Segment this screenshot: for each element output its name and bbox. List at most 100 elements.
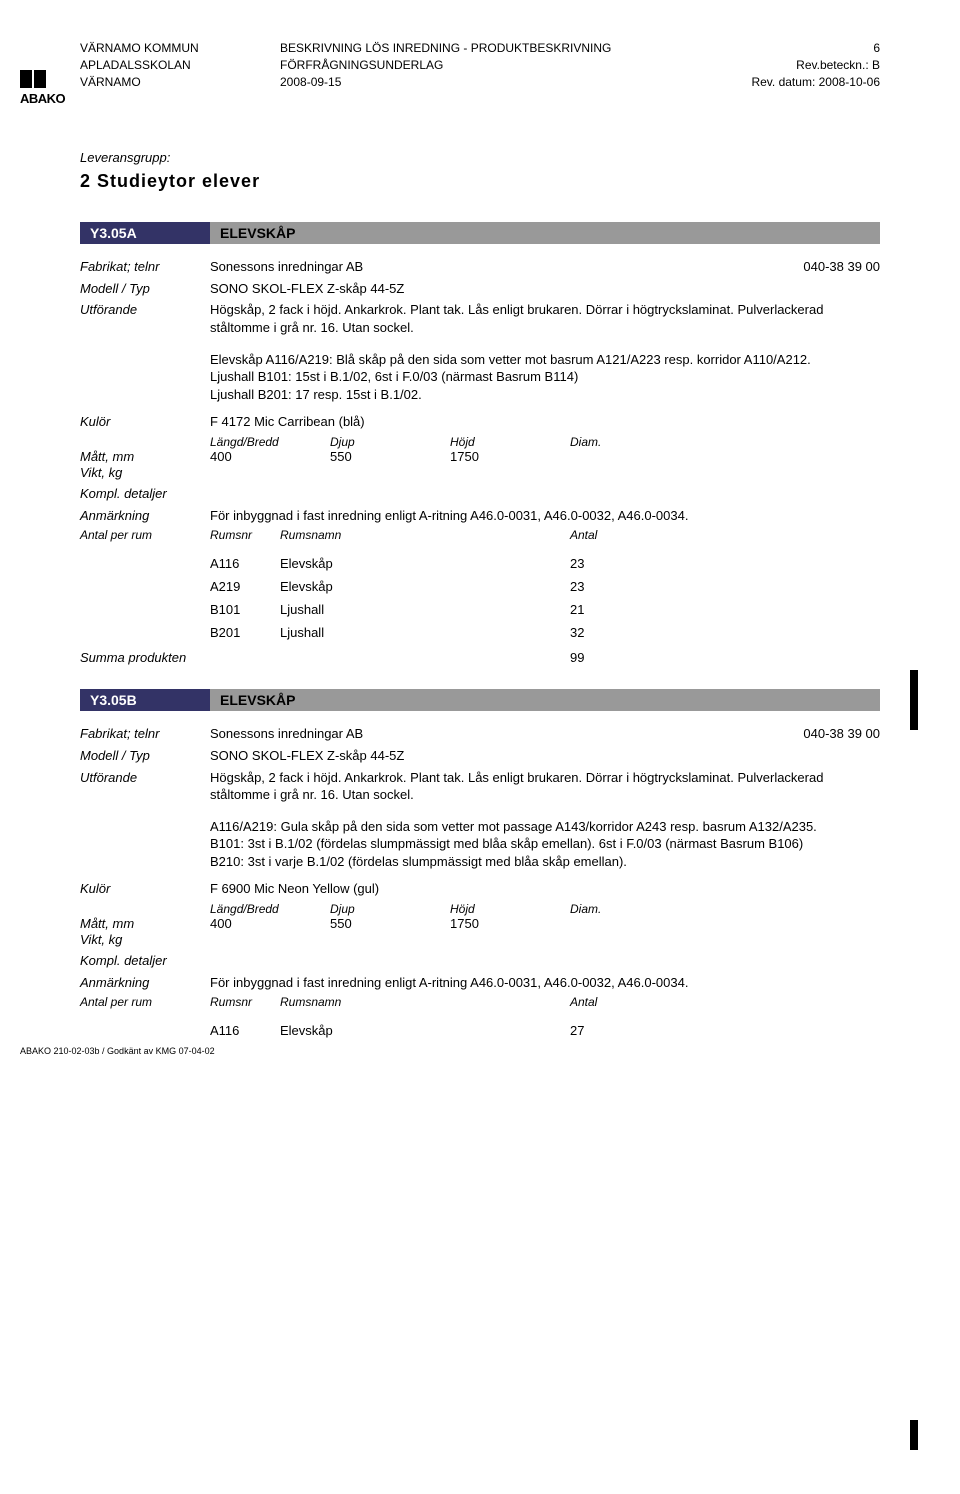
antal-label: Antal	[570, 995, 630, 1009]
room-name: Ljushall	[280, 625, 570, 640]
room-name: Ljushall	[280, 602, 570, 617]
fabrikat-value: Sonessons inredningar AB	[210, 258, 770, 276]
dim-djup-label: Djup	[330, 902, 450, 916]
dim-diam-label: Diam.	[570, 902, 690, 916]
header-date: 2008-09-15	[280, 74, 700, 91]
dim-hojd-label: Höjd	[450, 435, 570, 449]
page-number: 6	[700, 40, 880, 57]
phone-value: 040-38 39 00	[770, 258, 880, 276]
room-name: Elevskåp	[280, 556, 570, 571]
dim-h: 1750	[450, 449, 570, 464]
header-col-right: 6 Rev.beteckn.: B Rev. datum: 2008-10-06	[700, 40, 880, 90]
side-marker	[910, 1420, 920, 1450]
room-nr: B201	[210, 625, 280, 640]
antal-label: Antal	[570, 528, 630, 542]
rumsnamn-label: Rumsnamn	[280, 995, 570, 1009]
room-count: 27	[570, 1023, 630, 1038]
footer-text: ABAKO 210-02-03b / Godkänt av KMG 07-04-…	[20, 1046, 215, 1056]
header-subtitle: FÖRFRÅGNINGSUNDERLAG	[280, 57, 700, 74]
rumsnr-label: Rumsnr	[210, 528, 280, 542]
rumsnr-label: Rumsnr	[210, 995, 280, 1009]
dim-hojd-label: Höjd	[450, 902, 570, 916]
dim-langd-label: Längd/Bredd	[210, 902, 330, 916]
modell-label: Modell / Typ	[80, 280, 210, 298]
summa-row: Summa produkten 99	[80, 650, 880, 665]
utforande-value: Högskåp, 2 fack i höjd. Ankarkrok. Plant…	[210, 301, 880, 336]
dim-djup-label: Djup	[330, 435, 450, 449]
desc-block: A116/A219: Gula skåp på den sida som vet…	[210, 818, 880, 871]
antal-per-rum-label: Antal per rum	[80, 995, 210, 1009]
product-code: Y3.05A	[80, 222, 210, 244]
desc-block: Elevskåp A116/A219: Blå skåp på den sida…	[210, 351, 880, 404]
phone-value: 040-38 39 00	[770, 725, 880, 743]
document-header: ABAKO VÄRNAMO KOMMUN APLADALSSKOLAN VÄRN…	[80, 40, 880, 90]
room-count: 23	[570, 579, 630, 594]
anmarkning-label: Anmärkning	[80, 507, 210, 525]
anmarkning-value: För inbyggnad i fast inredning enligt A-…	[210, 507, 880, 525]
dim-d: 550	[330, 449, 450, 464]
antal-per-rum-label: Antal per rum	[80, 528, 210, 542]
room-nr: A116	[210, 556, 280, 571]
product-bar: Y3.05A ELEVSKÅP	[80, 222, 880, 244]
summa-label: Summa produkten	[80, 650, 570, 665]
utforande-label: Utförande	[80, 301, 210, 336]
anmarkning-label: Anmärkning	[80, 974, 210, 992]
summa-value: 99	[570, 650, 630, 665]
dim-header: Längd/Bredd Djup Höjd Diam.	[210, 435, 880, 449]
room-count: 21	[570, 602, 630, 617]
fabrikat-label: Fabrikat; telnr	[80, 725, 210, 743]
product-title: ELEVSKÅP	[210, 225, 295, 241]
product-code: Y3.05B	[80, 689, 210, 711]
room-header: Antal per rum Rumsnr Rumsnamn Antal	[80, 995, 880, 1009]
dim-diam-label: Diam.	[570, 435, 690, 449]
room-row: A116Elevskåp23	[80, 556, 880, 571]
product-bar: Y3.05B ELEVSKÅP	[80, 689, 880, 711]
utforande-label: Utförande	[80, 769, 210, 804]
kulor-label: Kulör	[80, 880, 210, 898]
rumsnamn-label: Rumsnamn	[280, 528, 570, 542]
dim-l: 400	[210, 916, 330, 931]
logo: ABAKO	[20, 70, 70, 108]
room-row: A219Elevskåp23	[80, 579, 880, 594]
room-header: Antal per rum Rumsnr Rumsnamn Antal	[80, 528, 880, 542]
utforande-value: Högskåp, 2 fack i höjd. Ankarkrok. Plant…	[210, 769, 880, 804]
room-nr: A219	[210, 579, 280, 594]
dim-d: 550	[330, 916, 450, 931]
section-title: 2 Studieytor elever	[80, 171, 880, 192]
modell-value: SONO SKOL-FLEX Z-skåp 44-5Z	[210, 747, 880, 765]
dim-h: 1750	[450, 916, 570, 931]
kulor-label: Kulör	[80, 413, 210, 431]
kompl-label: Kompl. detaljer	[80, 952, 210, 970]
anmarkning-value: För inbyggnad i fast inredning enligt A-…	[210, 974, 880, 992]
leveransgrupp-label: Leveransgrupp:	[80, 150, 880, 165]
header-city: VÄRNAMO	[80, 74, 280, 91]
dim-langd-label: Längd/Bredd	[210, 435, 330, 449]
room-name: Elevskåp	[280, 1023, 570, 1038]
room-nr: A116	[210, 1023, 280, 1038]
rev-datum: Rev. datum: 2008-10-06	[700, 74, 880, 91]
matt-label: Mått, mm	[80, 916, 210, 931]
vikt-label: Vikt, kg	[80, 931, 210, 949]
room-row: B201Ljushall32	[80, 625, 880, 640]
svg-text:ABAKO: ABAKO	[20, 91, 66, 106]
kulor-value: F 6900 Mic Neon Yellow (gul)	[210, 880, 880, 898]
header-col-left: VÄRNAMO KOMMUN APLADALSSKOLAN VÄRNAMO	[80, 40, 280, 90]
room-count: 23	[570, 556, 630, 571]
room-name: Elevskåp	[280, 579, 570, 594]
kompl-label: Kompl. detaljer	[80, 485, 210, 503]
header-school: APLADALSSKOLAN	[80, 57, 280, 74]
dim-header: Längd/Bredd Djup Höjd Diam.	[210, 902, 880, 916]
fabrikat-value: Sonessons inredningar AB	[210, 725, 770, 743]
header-doc-title: BESKRIVNING LÖS INREDNING - PRODUKTBESKR…	[280, 40, 700, 57]
abako-logo-icon: ABAKO	[20, 70, 70, 105]
matt-label: Mått, mm	[80, 449, 210, 464]
room-count: 32	[570, 625, 630, 640]
product-title: ELEVSKÅP	[210, 692, 295, 708]
room-row: A116Elevskåp27	[80, 1023, 880, 1038]
dim-l: 400	[210, 449, 330, 464]
modell-label: Modell / Typ	[80, 747, 210, 765]
modell-value: SONO SKOL-FLEX Z-skåp 44-5Z	[210, 280, 880, 298]
rev-beteckn: Rev.beteckn.: B	[700, 57, 880, 74]
header-col-mid: BESKRIVNING LÖS INREDNING - PRODUKTBESKR…	[280, 40, 700, 90]
fabrikat-label: Fabrikat; telnr	[80, 258, 210, 276]
